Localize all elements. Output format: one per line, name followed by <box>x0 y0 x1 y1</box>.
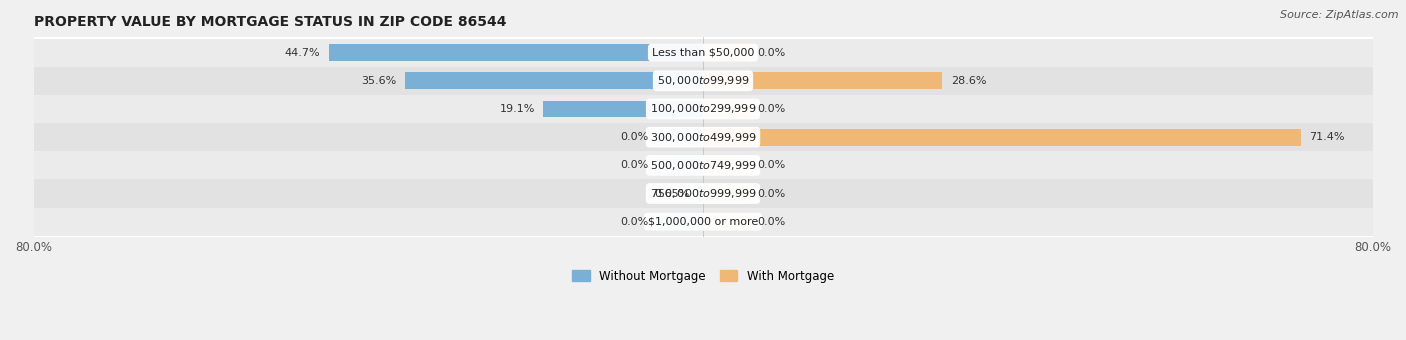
Bar <box>657 157 703 174</box>
Bar <box>34 151 1372 180</box>
Text: 0.0%: 0.0% <box>758 217 786 227</box>
Bar <box>697 185 703 202</box>
Bar <box>405 72 703 89</box>
Text: $750,000 to $999,999: $750,000 to $999,999 <box>650 187 756 200</box>
Bar <box>329 44 703 61</box>
Text: 0.0%: 0.0% <box>620 160 648 170</box>
Bar <box>657 213 703 230</box>
Bar <box>703 129 1301 146</box>
Bar <box>657 129 703 146</box>
Text: 19.1%: 19.1% <box>499 104 534 114</box>
Text: 0.65%: 0.65% <box>654 188 689 199</box>
Text: $50,000 to $99,999: $50,000 to $99,999 <box>657 74 749 87</box>
Text: 0.0%: 0.0% <box>758 188 786 199</box>
Text: PROPERTY VALUE BY MORTGAGE STATUS IN ZIP CODE 86544: PROPERTY VALUE BY MORTGAGE STATUS IN ZIP… <box>34 15 506 29</box>
Text: 0.0%: 0.0% <box>620 132 648 142</box>
Bar <box>34 123 1372 151</box>
Text: $100,000 to $299,999: $100,000 to $299,999 <box>650 102 756 116</box>
Bar <box>34 208 1372 236</box>
Text: 71.4%: 71.4% <box>1309 132 1344 142</box>
Legend: Without Mortgage, With Mortgage: Without Mortgage, With Mortgage <box>567 265 839 287</box>
Bar <box>34 67 1372 95</box>
Bar <box>703 185 749 202</box>
Text: $1,000,000 or more: $1,000,000 or more <box>648 217 758 227</box>
Bar <box>703 157 749 174</box>
Bar <box>703 101 749 117</box>
Bar <box>543 101 703 117</box>
Bar <box>34 180 1372 208</box>
Text: $300,000 to $499,999: $300,000 to $499,999 <box>650 131 756 144</box>
Text: Source: ZipAtlas.com: Source: ZipAtlas.com <box>1281 10 1399 20</box>
Bar <box>703 72 942 89</box>
Bar <box>34 95 1372 123</box>
Text: $500,000 to $749,999: $500,000 to $749,999 <box>650 159 756 172</box>
Text: 28.6%: 28.6% <box>950 76 986 86</box>
Bar <box>34 38 1372 67</box>
Text: Less than $50,000: Less than $50,000 <box>652 48 754 57</box>
Text: 0.0%: 0.0% <box>758 104 786 114</box>
Text: 44.7%: 44.7% <box>285 48 321 57</box>
Text: 0.0%: 0.0% <box>620 217 648 227</box>
Bar <box>703 44 749 61</box>
Text: 0.0%: 0.0% <box>758 160 786 170</box>
Text: 35.6%: 35.6% <box>361 76 396 86</box>
Text: 0.0%: 0.0% <box>758 48 786 57</box>
Bar <box>703 213 749 230</box>
